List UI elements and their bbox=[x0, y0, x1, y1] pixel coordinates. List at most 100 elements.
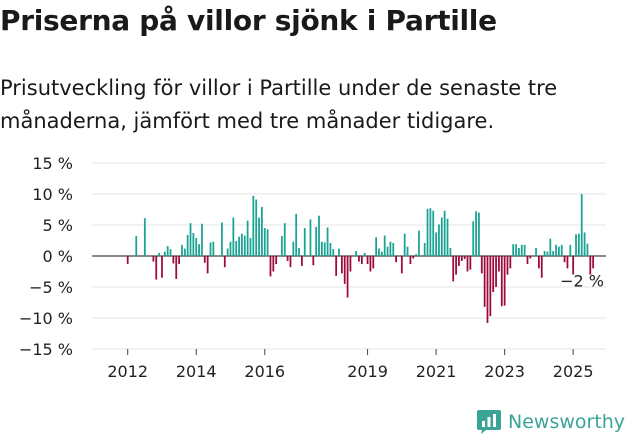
bar bbox=[175, 256, 178, 279]
bar bbox=[486, 256, 489, 323]
last-value-label: −2 % bbox=[560, 271, 604, 290]
bar bbox=[298, 247, 300, 256]
bar bbox=[249, 238, 252, 256]
bar bbox=[403, 233, 406, 256]
bar bbox=[246, 220, 249, 256]
bar bbox=[589, 256, 592, 275]
y-tick-label: 0 % bbox=[43, 247, 73, 266]
bar bbox=[221, 222, 223, 256]
bar bbox=[195, 238, 198, 256]
brand-logo[interactable]: Newsworthy bbox=[476, 409, 625, 435]
bar bbox=[243, 235, 246, 256]
bar bbox=[169, 249, 172, 256]
bar bbox=[543, 251, 546, 256]
bar bbox=[263, 228, 266, 256]
bar bbox=[515, 244, 517, 256]
bar bbox=[366, 256, 369, 265]
bar bbox=[563, 256, 566, 263]
bar bbox=[555, 244, 557, 256]
y-tick-label: −15 % bbox=[19, 340, 73, 359]
bar bbox=[509, 256, 512, 269]
bar bbox=[475, 211, 477, 256]
bar bbox=[338, 248, 340, 256]
bar bbox=[586, 243, 589, 256]
bar bbox=[409, 256, 412, 265]
y-tick-label: −10 % bbox=[19, 309, 73, 328]
bar bbox=[518, 247, 520, 256]
x-tick-label: 2023 bbox=[484, 362, 525, 380]
bar bbox=[326, 227, 329, 256]
bar bbox=[529, 256, 532, 259]
bar bbox=[198, 244, 200, 256]
bar bbox=[275, 256, 278, 265]
bar bbox=[566, 256, 569, 269]
x-tick-label: 2019 bbox=[347, 362, 388, 380]
bar bbox=[383, 235, 386, 256]
bar bbox=[480, 256, 483, 274]
bar-chart: 15 % 10 % 5 % 0 % −5 % −10 % −15 % 2012 2014 2016… bbox=[19, 154, 606, 380]
bar bbox=[343, 256, 346, 284]
bar bbox=[449, 247, 452, 256]
bar bbox=[178, 256, 180, 265]
bar bbox=[469, 256, 472, 270]
bar bbox=[226, 248, 229, 256]
bar bbox=[560, 244, 563, 256]
bar bbox=[349, 256, 352, 272]
bar bbox=[229, 241, 232, 256]
bar bbox=[557, 246, 560, 256]
bar bbox=[223, 256, 226, 268]
bar bbox=[432, 210, 435, 256]
bar bbox=[209, 242, 212, 256]
bar bbox=[506, 256, 509, 275]
bar bbox=[452, 256, 455, 282]
bar bbox=[580, 194, 583, 256]
bar bbox=[478, 212, 480, 256]
bar bbox=[389, 241, 392, 256]
x-tick-label: 2012 bbox=[107, 362, 148, 380]
bar bbox=[503, 256, 506, 306]
bar bbox=[152, 256, 155, 262]
y-tick-label: 15 % bbox=[32, 154, 73, 173]
bar bbox=[360, 256, 363, 265]
bar bbox=[440, 217, 443, 256]
bar bbox=[340, 256, 343, 274]
bar bbox=[386, 246, 389, 256]
bar bbox=[295, 213, 298, 256]
bar bbox=[355, 251, 358, 256]
bar bbox=[346, 256, 349, 298]
bar bbox=[312, 256, 315, 266]
bar bbox=[255, 199, 258, 256]
bar bbox=[206, 256, 209, 274]
bar bbox=[269, 256, 272, 277]
bar bbox=[429, 208, 432, 256]
bar bbox=[523, 244, 526, 256]
bar bbox=[489, 256, 492, 317]
bar bbox=[455, 256, 457, 275]
bar bbox=[498, 256, 500, 272]
bar bbox=[526, 256, 529, 265]
bar bbox=[281, 236, 283, 256]
bar bbox=[235, 241, 238, 256]
bar bbox=[266, 229, 269, 256]
chart-subtitle: Prisutveckling för villor i Partille und… bbox=[0, 76, 558, 133]
bar bbox=[320, 241, 323, 256]
bar bbox=[583, 232, 586, 256]
bar bbox=[232, 217, 235, 256]
bar bbox=[163, 251, 166, 256]
bar bbox=[363, 252, 366, 256]
bar bbox=[500, 256, 503, 307]
bar bbox=[300, 256, 303, 266]
bar bbox=[426, 208, 429, 256]
bar bbox=[329, 242, 332, 256]
bar bbox=[203, 256, 206, 263]
bar bbox=[412, 256, 415, 259]
x-tick-label: 2014 bbox=[176, 362, 217, 380]
bar bbox=[395, 256, 398, 263]
bar bbox=[181, 244, 183, 256]
brand-name: Newsworthy bbox=[508, 411, 626, 433]
chart-title: Priserna på villor sjönk i Partille bbox=[0, 4, 497, 37]
bar bbox=[155, 256, 158, 280]
bar bbox=[323, 242, 326, 256]
bar bbox=[418, 230, 420, 256]
bar bbox=[435, 232, 437, 256]
